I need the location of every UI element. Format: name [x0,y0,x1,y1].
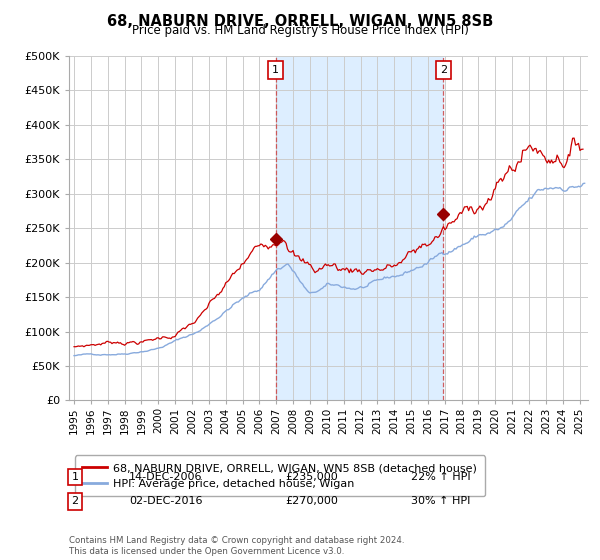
Text: 1: 1 [71,472,79,482]
Text: 02-DEC-2016: 02-DEC-2016 [129,496,203,506]
Text: 2: 2 [440,65,447,75]
Text: 22% ↑ HPI: 22% ↑ HPI [411,472,470,482]
Text: £235,000: £235,000 [285,472,338,482]
Text: 68, NABURN DRIVE, ORRELL, WIGAN, WN5 8SB: 68, NABURN DRIVE, ORRELL, WIGAN, WN5 8SB [107,14,493,29]
Text: Contains HM Land Registry data © Crown copyright and database right 2024.
This d: Contains HM Land Registry data © Crown c… [69,536,404,556]
Bar [275,56,443,400]
Text: Price paid vs. HM Land Registry's House Price Index (HPI): Price paid vs. HM Land Registry's House … [131,24,469,37]
Text: £270,000: £270,000 [285,496,338,506]
Text: 1: 1 [272,65,279,75]
Text: 14-DEC-2006: 14-DEC-2006 [129,472,203,482]
Legend: 68, NABURN DRIVE, ORRELL, WIGAN, WN5 8SB (detached house), HPI: Average price, d: 68, NABURN DRIVE, ORRELL, WIGAN, WN5 8SB… [74,455,485,497]
Text: 30% ↑ HPI: 30% ↑ HPI [411,496,470,506]
Text: 2: 2 [71,496,79,506]
